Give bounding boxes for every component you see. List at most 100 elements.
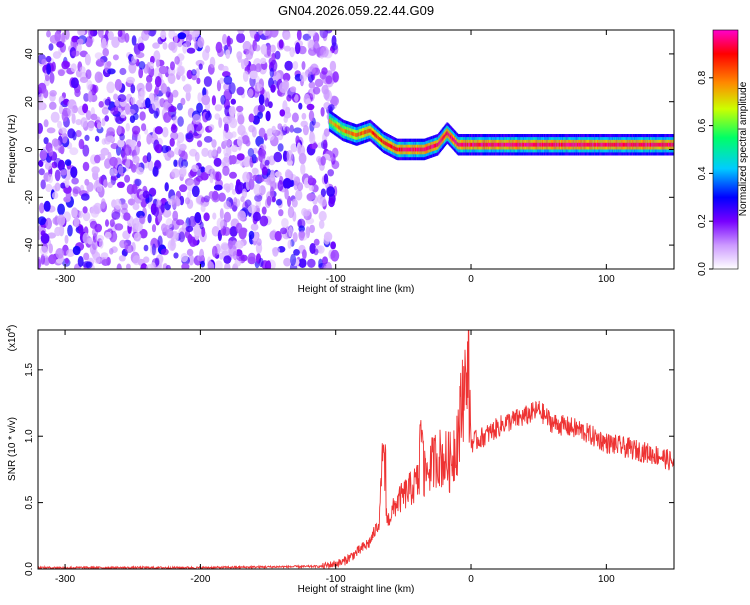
ridge-cell [512, 142, 515, 147]
heatmap-cell [91, 166, 100, 174]
heatmap-cell [38, 216, 47, 226]
ridge-cell [631, 142, 633, 147]
ridge-cell [568, 142, 570, 147]
ridge-cell [383, 140, 386, 145]
heatmap-cell [78, 138, 85, 150]
ridge-cell [592, 142, 594, 147]
heatmap-cell [222, 165, 230, 176]
ridge-cell [470, 142, 472, 147]
ridge-cell [638, 142, 641, 147]
heatmap-cell [140, 263, 148, 269]
ridge-cell [407, 147, 409, 152]
ridge-cell [591, 142, 593, 147]
heatmap-cell [274, 171, 282, 178]
ridge-cell [331, 120, 334, 125]
heatmap-cell [323, 265, 330, 269]
heatmap-cell [82, 206, 88, 214]
heatmap-cell [198, 63, 203, 70]
heatmap-cell [43, 137, 49, 145]
x-tick-label: 100 [598, 574, 615, 585]
heatmap-cell [269, 67, 274, 78]
heatmap-cell [207, 260, 212, 269]
ridge-cell [367, 129, 370, 133]
heatmap-cells [38, 30, 674, 269]
ridge-cell [464, 142, 466, 147]
heatmap-cell [124, 32, 130, 43]
heatmap-cell [191, 185, 200, 197]
snr-x-label: Height of straight line (km) [298, 584, 415, 595]
heatmap-cell [330, 241, 336, 250]
spectrogram-x-label: Height of straight line (km) [298, 284, 415, 295]
heatmap-cell [177, 116, 184, 127]
ridge-cell [506, 142, 508, 147]
ridge-cell [550, 142, 552, 147]
ridge-cell [500, 142, 502, 147]
heatmap-cell [38, 122, 43, 134]
heatmap-cell [80, 193, 90, 201]
heatmap-cell [322, 139, 328, 150]
ridge-cell [374, 132, 376, 137]
heatmap-cell [323, 231, 333, 242]
heatmap-cell [51, 191, 59, 199]
ridge-cell [621, 142, 623, 147]
ridge-cell [584, 142, 587, 147]
heatmap-cell [101, 259, 110, 266]
heatmap-cell [107, 181, 114, 188]
heatmap-cell [57, 69, 65, 77]
heatmap-cell [251, 167, 259, 174]
ridge-cell [333, 122, 336, 127]
ridge-cell [490, 142, 493, 147]
ridge-cell [666, 142, 668, 147]
heatmap-cell [176, 102, 183, 111]
ridge-cell [625, 142, 627, 147]
snr-line-series [38, 330, 674, 569]
heatmap-cell [44, 161, 53, 170]
heatmap-cell [49, 72, 55, 84]
ridge-cell [648, 142, 650, 147]
heatmap-cell [223, 201, 232, 210]
heatmap-cell [268, 101, 273, 109]
heatmap-cell [97, 30, 104, 38]
ridge-cell [580, 142, 582, 147]
heatmap-cell [162, 126, 169, 138]
ridge-cell [392, 145, 394, 150]
ridge-cell [600, 142, 603, 147]
ridge-cell [384, 141, 387, 146]
heatmap-cell [131, 125, 141, 135]
heatmap-cell [261, 206, 267, 215]
ridge-cell [486, 142, 488, 147]
ridge-cell [485, 142, 487, 147]
heatmap-cell [109, 248, 114, 255]
ridge-cell [574, 142, 576, 147]
heatmap-cell [248, 178, 255, 190]
heatmap-cell [48, 43, 54, 51]
heatmap-cell [185, 132, 194, 140]
heatmap-cell [86, 80, 93, 92]
heatmap-cell [180, 252, 188, 263]
heatmap-cell [43, 200, 51, 212]
heatmap-cell [186, 47, 196, 54]
heatmap-cell [103, 179, 108, 188]
heatmap-cell [220, 94, 226, 105]
y-tick-label: -20 [24, 190, 35, 205]
heatmap-cell [54, 182, 61, 192]
ridge-cell [402, 147, 405, 152]
heatmap-cell [85, 110, 92, 121]
heatmap-cell [185, 90, 191, 102]
ridge-cell [577, 142, 579, 147]
heatmap-cell [201, 94, 211, 106]
heatmap-cell [320, 188, 326, 197]
heatmap-cell [87, 90, 93, 103]
ridge-cell [443, 134, 445, 139]
y-tick-label: 40 [24, 48, 35, 60]
ridge-cell [452, 136, 454, 141]
heatmap-cell [117, 94, 127, 103]
ridge-cell [411, 147, 413, 152]
ridge-cell [668, 142, 670, 147]
heatmap-cell [251, 126, 257, 138]
heatmap-cell [238, 227, 247, 240]
heatmap-cell [292, 232, 298, 243]
heatmap-cell [54, 226, 62, 237]
heatmap-cell [85, 261, 93, 269]
heatmap-cell [209, 173, 214, 184]
